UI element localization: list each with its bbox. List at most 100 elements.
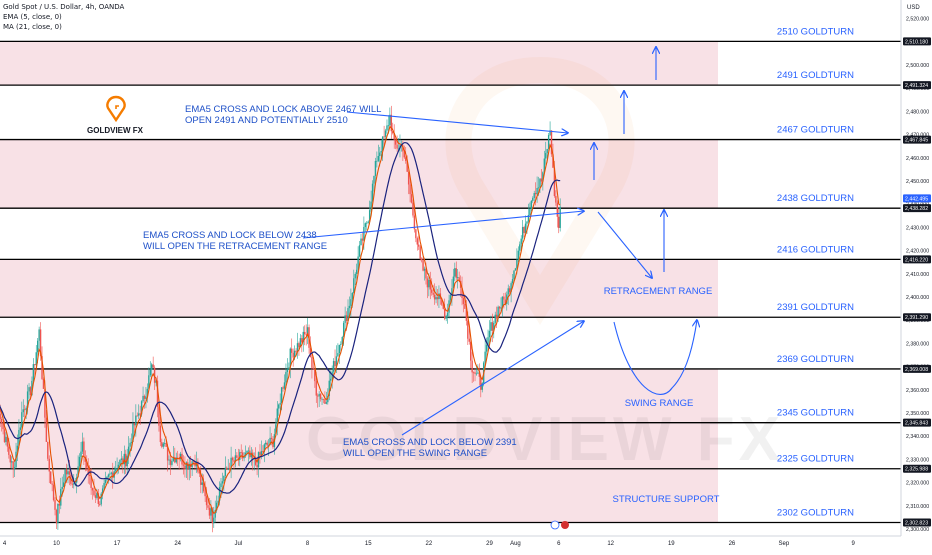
candle-body	[129, 442, 131, 447]
candle-body	[309, 347, 312, 358]
candle-body	[495, 314, 498, 319]
candle-body	[31, 380, 33, 396]
price-badge-9: 2,302.823	[905, 520, 928, 526]
candle-body	[347, 308, 349, 321]
candle-body	[322, 398, 325, 400]
candle	[530, 200, 533, 212]
annotation-2-line-2: WILL OPEN THE RETRACEMENT RANGE	[143, 241, 327, 252]
candle-body	[259, 452, 261, 456]
price-tick: 2,430.000	[906, 225, 929, 231]
candle-body	[54, 500, 56, 510]
candle	[145, 387, 147, 409]
candle-body	[78, 456, 81, 467]
candle	[353, 269, 355, 296]
candle	[449, 293, 452, 303]
candle	[361, 231, 364, 251]
time-tick: Jul	[234, 541, 242, 547]
watermark: GOLDVIEW FX	[306, 56, 780, 474]
candle	[263, 443, 265, 463]
candle	[184, 456, 186, 478]
candle-body	[148, 375, 150, 389]
candle	[5, 432, 7, 446]
candle	[517, 246, 520, 263]
candle-body	[240, 452, 242, 453]
candle	[58, 495, 61, 514]
candle-body	[407, 171, 410, 185]
price-tick: 2,320.000	[906, 481, 929, 487]
price-tick: 2,380.000	[906, 341, 929, 347]
candle-body	[552, 154, 554, 168]
candle-body	[97, 493, 100, 505]
candle-body	[130, 441, 133, 443]
candle-body	[28, 387, 30, 392]
candle-body	[533, 193, 535, 198]
candle	[226, 466, 228, 471]
candle	[231, 456, 234, 464]
candle-body	[517, 250, 520, 260]
candle-body	[500, 307, 502, 309]
candle-body	[29, 387, 32, 396]
candle-body	[90, 475, 92, 488]
price-tick: 2,420.000	[906, 249, 929, 255]
candle	[241, 449, 244, 462]
candle-body	[26, 391, 29, 408]
candle-body	[342, 322, 345, 337]
price-tick: 2,500.000	[906, 63, 929, 69]
arrow-annotation-mid	[302, 211, 584, 239]
candle-body	[152, 364, 154, 368]
candle-body	[96, 493, 98, 498]
candle-body	[332, 361, 335, 372]
candle-body	[87, 467, 89, 475]
candle-body	[392, 131, 394, 134]
candle-body	[403, 151, 406, 158]
candle-body	[135, 415, 137, 426]
candle	[436, 289, 439, 306]
candle-body	[208, 507, 211, 516]
goldview-logo: GOLDVIEW FX	[87, 95, 144, 135]
candle-body	[318, 393, 320, 397]
candle	[431, 278, 433, 296]
candle	[9, 454, 11, 469]
candle-body	[42, 378, 45, 389]
candle	[344, 306, 346, 331]
candle	[539, 178, 541, 194]
candle	[381, 136, 384, 161]
candle-body	[550, 130, 553, 155]
candle-body	[390, 114, 393, 132]
candle	[136, 412, 138, 417]
candle	[57, 503, 59, 530]
candle	[543, 150, 546, 174]
candle-body	[44, 388, 46, 418]
candle	[454, 262, 456, 281]
candle-body	[25, 407, 27, 410]
candle-body	[510, 283, 512, 293]
candle-body	[530, 200, 533, 210]
candle	[513, 270, 515, 282]
arrow-down-retracement	[597, 211, 652, 278]
candle	[478, 363, 481, 386]
candle	[67, 464, 69, 484]
candle-body	[142, 395, 144, 402]
time-axis-bg	[0, 536, 901, 550]
goldturn-label-3: 2438 GOLDTURN	[777, 193, 854, 204]
candle	[207, 498, 209, 510]
candle	[523, 225, 525, 238]
candle-body	[413, 215, 416, 230]
candle-body	[266, 442, 268, 446]
candle-body	[340, 344, 342, 345]
candle	[159, 416, 162, 447]
candle	[312, 360, 315, 370]
candle	[446, 303, 449, 324]
candle-body	[338, 344, 341, 354]
candle	[412, 199, 414, 218]
candle-body	[120, 458, 123, 460]
candle-body	[370, 201, 372, 211]
candle	[138, 404, 140, 419]
candle-body	[335, 356, 338, 367]
ma-legend[interactable]: MA (21, close, 0)	[3, 23, 62, 31]
candle	[166, 444, 169, 472]
candle-body	[138, 413, 140, 416]
ema-legend[interactable]: EMA (5, close, 0)	[3, 13, 62, 21]
